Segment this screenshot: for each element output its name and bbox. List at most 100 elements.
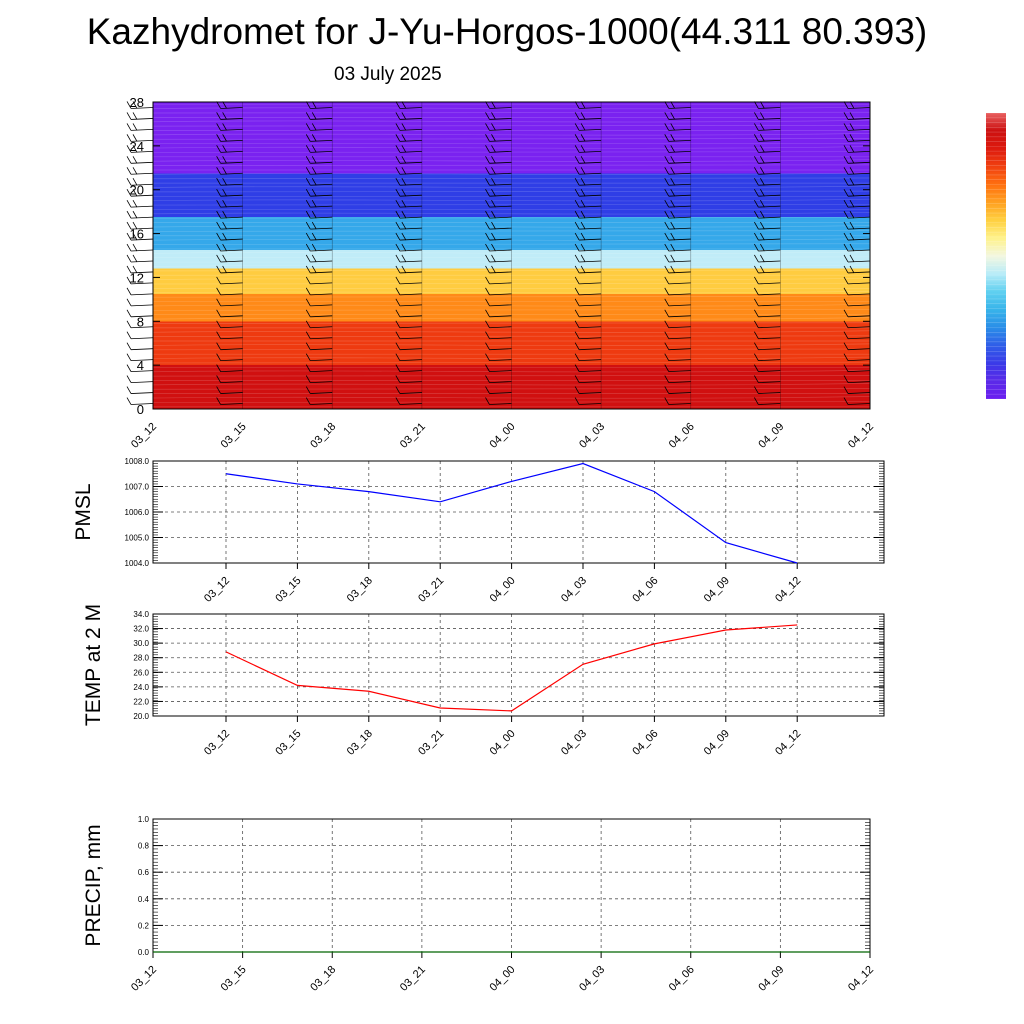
wind-barb-flag [574,353,580,361]
wind-barb [489,337,512,340]
wind-barb [399,293,422,296]
wind-barb-flag [754,199,759,208]
wind-barb-flag [485,101,490,109]
wind-barb-flag [305,287,311,296]
wind-barb-flag [311,178,317,186]
wind-barb [579,337,602,340]
wind-barb-flag [126,287,132,296]
x-tick-label: 04_00 [488,728,518,758]
wind-barb [758,359,781,362]
heatmap-y-tick-label: 28 [130,95,144,110]
wind-barb-flag [126,254,132,263]
wind-barb-flag [843,232,849,241]
heatmap-x-tick-label: 03_18 [308,421,338,451]
wind-barb [668,348,691,351]
wind-barb-flag [574,178,580,186]
wind-barb-flag [395,221,401,230]
wind-barb-flag [843,386,849,394]
wind-barb [847,139,871,142]
wind-barb-flag [126,134,132,142]
wind-barb-flag [485,199,490,208]
wind-barb-flag [491,199,496,208]
wind-barb [220,282,243,285]
wind-barb-flag [754,375,759,383]
wind-barb [758,315,781,318]
wind-barb-flag [664,331,670,339]
wind-barb [489,403,512,405]
wind-barb-flag [305,156,311,164]
wind-barb-flag [305,342,311,350]
wind-barb [130,359,154,362]
wind-barb [489,348,512,351]
wind-barb-flag [305,254,311,263]
contour-line [152,198,871,202]
x-tick-label: 04_12 [846,964,876,994]
wind-barb-flag [849,156,855,164]
wind-barb-flag [305,112,311,120]
wind-barb-flag [395,232,401,241]
wind-barb-flag [222,134,227,142]
heatmap-y-tick-label: 24 [130,139,144,154]
wind-barb-flag [305,276,311,285]
wind-barb [758,139,781,142]
wind-barb-flag [311,167,317,175]
wind-barb-flag [843,156,849,164]
wind-barb [579,326,602,329]
wind-barb [130,227,154,230]
wind-barb [399,216,422,219]
wind-barb [758,216,781,219]
y-tick-label: 1005.0 [125,534,150,543]
wind-barb-flag [754,134,759,142]
wind-barb [758,381,781,383]
wind-barb-flag [222,112,227,120]
heatmap-y-tick-label: 12 [130,270,144,285]
wind-barb-flag [132,265,138,274]
wind-barb-flag [216,386,221,394]
heatmap-x-tick-label: 04_06 [667,421,697,451]
y-tick-label: 34.0 [133,610,149,619]
wind-barb [579,107,602,109]
wind-barb-flag [126,397,132,405]
wind-barb-flag [754,112,759,120]
y-tick-label: 0.0 [138,948,150,957]
wind-barb-flag [664,188,670,197]
wind-barb-flag [574,145,580,153]
wind-barb-flag [126,199,132,208]
wind-barb-flag [395,276,401,285]
wind-barb-flag [395,353,401,361]
wind-barb-flag [580,199,586,208]
wind-barb-flag [485,123,490,131]
wind-barb-flag [222,232,227,241]
wind-barb-flag [395,287,401,296]
wind-barb [130,304,154,307]
wind-barb-flag [395,386,401,394]
wind-barb-flag [132,112,138,120]
precip-panel: 0.0 0.2 0.4 0.6 0.8 1.0 03_12 03_15 03_18 03_21 04… [82,815,876,994]
wind-barb [579,359,602,362]
wind-barb-flag [664,156,670,164]
wind-barb-flag [849,134,855,142]
wind-barb-flag [485,112,490,120]
wind-barb-flag [760,221,765,230]
wind-barb-flag [401,254,407,263]
wind-barb-flag [491,145,496,153]
wind-barb [399,282,422,285]
wind-barb-flag [491,123,496,131]
wind-barb [847,337,871,340]
wind-barb-flag [754,298,759,307]
wind-barb [310,271,333,274]
wind-barb [220,293,243,296]
wind-barb [668,216,691,219]
wind-barb-flag [664,101,670,109]
wind-barb-flag [843,243,849,252]
wind-barb [847,282,871,285]
wind-barb-flag [305,188,311,197]
wind-barb-flag [843,342,849,350]
wind-barb-flag [216,364,221,372]
wind-barb [489,150,512,153]
wind-barb [579,348,602,351]
wind-barb-flag [664,364,670,372]
wind-barb [668,118,691,120]
wind-barb-flag [126,265,132,274]
wind-barb-flag [305,199,311,208]
